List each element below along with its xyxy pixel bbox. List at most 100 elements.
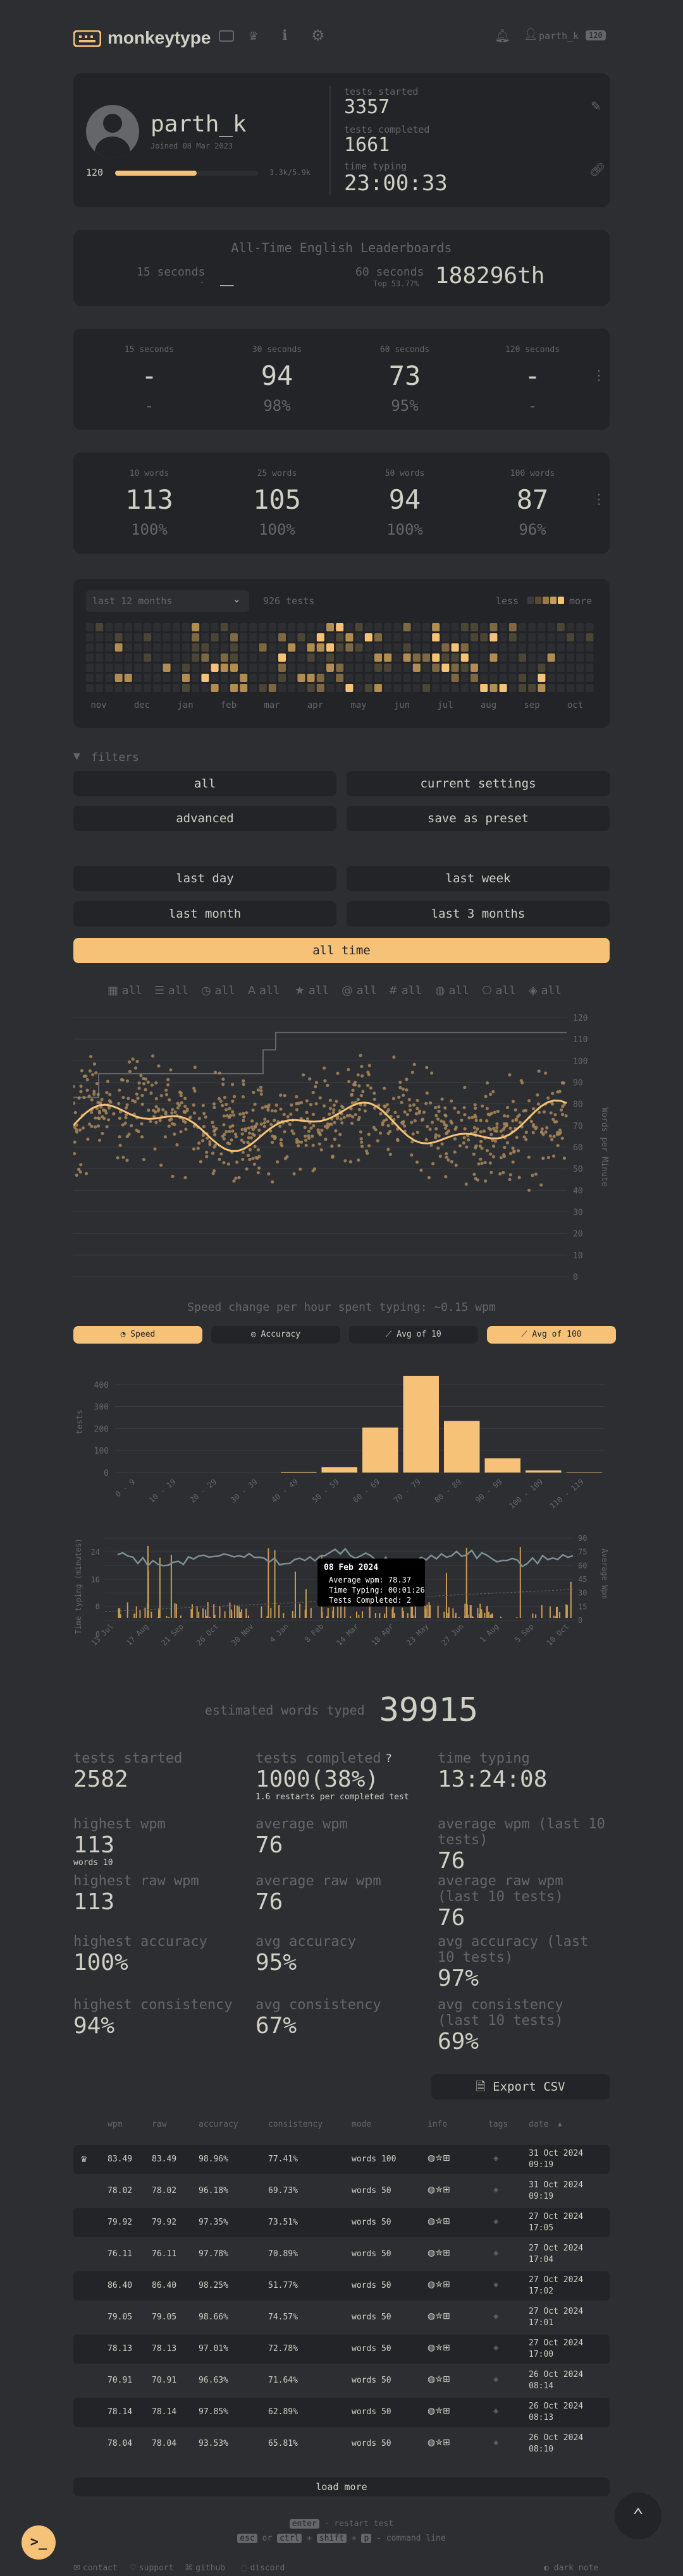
- heatmap-cell[interactable]: [471, 653, 478, 662]
- heatmap-cell[interactable]: [124, 653, 132, 662]
- heatmap-cell[interactable]: [316, 653, 324, 662]
- wpm-point[interactable]: [415, 1130, 419, 1134]
- wpm-point[interactable]: [453, 1137, 457, 1141]
- heatmap-cell[interactable]: [557, 664, 565, 672]
- wpm-point[interactable]: [499, 1129, 503, 1133]
- wpm-point[interactable]: [464, 1182, 468, 1186]
- activity-bar[interactable]: [447, 1613, 449, 1618]
- heatmap-cell[interactable]: [374, 623, 382, 631]
- wpm-point[interactable]: [462, 1141, 465, 1145]
- wpm-point[interactable]: [182, 1110, 186, 1114]
- heatmap-cell[interactable]: [432, 684, 440, 692]
- heatmap-cell[interactable]: [480, 684, 488, 692]
- wpm-point[interactable]: [269, 1122, 273, 1126]
- wpm-point[interactable]: [84, 1074, 88, 1078]
- heatmap-cell[interactable]: [95, 653, 104, 662]
- wpm-point[interactable]: [486, 1112, 490, 1116]
- wpm-point[interactable]: [323, 1124, 327, 1128]
- heatmap-cell[interactable]: [355, 653, 363, 662]
- heatmap-cell[interactable]: [192, 684, 200, 692]
- category-filter[interactable]: @ all: [342, 984, 377, 997]
- heatmap-cell[interactable]: [192, 674, 200, 682]
- wpm-point[interactable]: [183, 1104, 187, 1109]
- wpm-point[interactable]: [180, 1101, 183, 1105]
- heatmap-cell[interactable]: [576, 623, 584, 631]
- wpm-point[interactable]: [166, 1083, 170, 1087]
- wpm-point[interactable]: [154, 1105, 158, 1109]
- wpm-point[interactable]: [498, 1172, 502, 1176]
- activity-bar[interactable]: [174, 1603, 176, 1618]
- wpm-point[interactable]: [253, 1145, 257, 1148]
- wpm-point[interactable]: [193, 1089, 197, 1093]
- wpm-point[interactable]: [489, 1092, 493, 1097]
- heatmap-cell[interactable]: [441, 684, 450, 692]
- heatmap-cell[interactable]: [86, 623, 94, 631]
- scroll-top-button[interactable]: ⌃: [615, 2493, 661, 2539]
- heatmap-cell[interactable]: [345, 664, 354, 672]
- wpm-point[interactable]: [231, 1083, 235, 1086]
- wpm-point[interactable]: [247, 1126, 250, 1130]
- activity-bar[interactable]: [428, 1602, 430, 1618]
- wpm-point[interactable]: [178, 1090, 182, 1094]
- wpm-point[interactable]: [450, 1099, 453, 1103]
- wpm-point[interactable]: [92, 1062, 97, 1066]
- heatmap-cell[interactable]: [480, 633, 488, 641]
- heatmap-cell[interactable]: [460, 633, 469, 641]
- heatmap-cell[interactable]: [230, 643, 238, 652]
- heatmap-cell[interactable]: [278, 643, 286, 652]
- activity-bar[interactable]: [443, 1612, 445, 1618]
- heatmap-cell[interactable]: [211, 623, 219, 631]
- wpm-point[interactable]: [328, 1122, 332, 1126]
- heatmap-cell[interactable]: [288, 664, 296, 672]
- wpm-point[interactable]: [295, 1108, 299, 1112]
- activity-bar[interactable]: [424, 1606, 426, 1618]
- wpm-point[interactable]: [511, 1119, 515, 1123]
- heatmap-cell[interactable]: [201, 653, 209, 662]
- activity-bar[interactable]: [455, 1612, 457, 1618]
- heatmap-cell[interactable]: [355, 674, 363, 682]
- wpm-point[interactable]: [493, 1110, 496, 1114]
- wpm-point[interactable]: [357, 1158, 360, 1162]
- category-filter[interactable]: A all: [248, 984, 280, 997]
- activity-bar[interactable]: [458, 1617, 460, 1618]
- wpm-point[interactable]: [169, 1068, 173, 1072]
- heatmap-cell[interactable]: [105, 664, 113, 672]
- wpm-point[interactable]: [424, 1102, 428, 1105]
- wpm-point[interactable]: [137, 1129, 140, 1133]
- wpm-point[interactable]: [136, 1097, 140, 1100]
- heatmap-cell[interactable]: [240, 643, 248, 652]
- heatmap-cell[interactable]: [538, 684, 546, 692]
- wpm-point[interactable]: [192, 1147, 196, 1151]
- wpm-point[interactable]: [73, 1140, 77, 1144]
- wpm-point[interactable]: [474, 1177, 477, 1181]
- wpm-point[interactable]: [385, 1118, 388, 1122]
- wpm-point[interactable]: [89, 1055, 93, 1059]
- activity-bar[interactable]: [350, 1616, 352, 1618]
- info-icons[interactable]: ◍✮⊞: [428, 2153, 450, 2163]
- activity-bar[interactable]: [464, 1603, 466, 1618]
- wpm-point[interactable]: [309, 1126, 313, 1130]
- wpm-point[interactable]: [363, 1109, 367, 1113]
- wpm-point[interactable]: [246, 1140, 250, 1145]
- heatmap-cell[interactable]: [182, 623, 190, 631]
- chart-toggle[interactable]: ⟋ Avg of 100: [487, 1326, 616, 1344]
- wpm-point[interactable]: [472, 1152, 476, 1156]
- heatmap-cell[interactable]: [297, 664, 305, 672]
- heatmap-cell[interactable]: [336, 633, 344, 641]
- wpm-point[interactable]: [436, 1146, 440, 1150]
- wpm-point[interactable]: [446, 1158, 450, 1162]
- heatmap-cell[interactable]: [172, 643, 180, 652]
- wpm-point[interactable]: [204, 1115, 207, 1119]
- history-column-header[interactable]: date: [529, 2120, 549, 2129]
- wpm-point[interactable]: [324, 1138, 328, 1141]
- heatmap-cell[interactable]: [316, 664, 324, 672]
- wpm-point[interactable]: [440, 1119, 443, 1123]
- category-filter[interactable]: ◷ all: [201, 984, 235, 997]
- wpm-point[interactable]: [235, 1160, 239, 1164]
- wpm-point[interactable]: [231, 1124, 235, 1127]
- wpm-point[interactable]: [267, 1172, 271, 1176]
- wpm-point[interactable]: [383, 1104, 386, 1108]
- wpm-point[interactable]: [462, 1136, 466, 1139]
- edit-profile-icon[interactable]: ✎: [591, 99, 601, 114]
- wpm-point[interactable]: [357, 1108, 361, 1112]
